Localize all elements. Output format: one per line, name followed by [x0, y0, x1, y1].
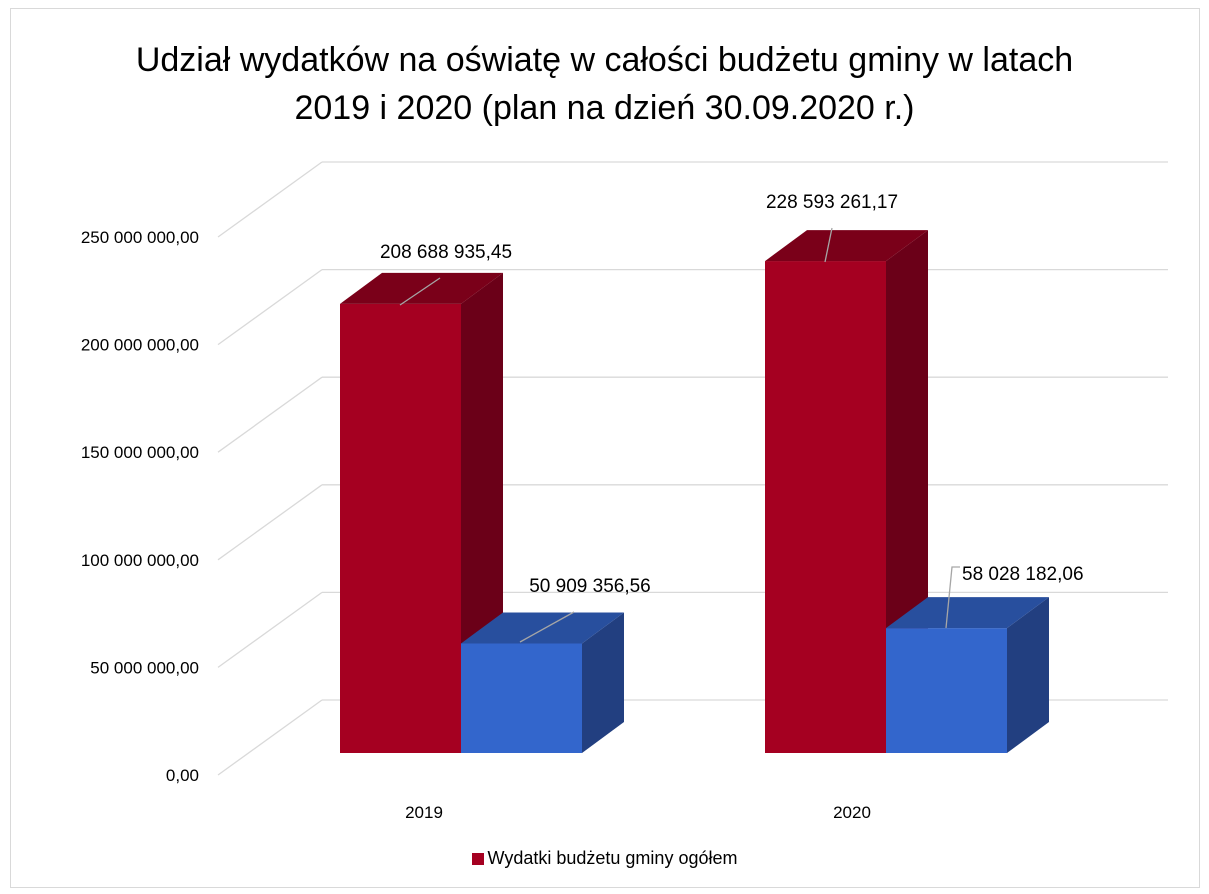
bar-front-s0-2020 — [765, 261, 886, 753]
gridline-diagonal-5 — [217, 161, 323, 238]
leader-line-s0-2020 — [824, 227, 833, 263]
y-tick-label-1: 50 000 000,00 — [90, 658, 199, 677]
bar-front-s1-2019 — [461, 643, 582, 753]
chart-title: Udział wydatków na oświatę w całości bud… — [0, 36, 1209, 132]
leader-line-s1-2019 — [519, 611, 575, 643]
bar-top-s0-2019 — [340, 272, 503, 304]
gridline-diagonal-4 — [217, 269, 323, 346]
data-label-s1-2020: 58 028 182,06 — [962, 564, 1084, 585]
chart-title-line-2: 2019 i 2020 (plan na dzień 30.09.2020 r.… — [294, 89, 915, 127]
y-tick-label-0: 0,00 — [166, 766, 199, 785]
bar-front-s0-2019 — [340, 303, 461, 753]
bar-side-s1-2020 — [1007, 597, 1049, 753]
leader-line-s1-2020 — [945, 566, 960, 629]
legend: Wydatki budżetu gminy ogółem — [0, 848, 1209, 868]
gridline-diagonal-3 — [217, 376, 323, 453]
legend-swatch — [471, 853, 484, 865]
leader-line-s0-2019 — [399, 277, 441, 306]
y-tick-label-4: 200 000 000,00 — [81, 336, 199, 355]
x-tick-label-2020: 2020 — [833, 803, 871, 822]
bar-top-s1-2019 — [461, 612, 624, 644]
bar-top-s0-2020 — [765, 230, 928, 262]
y-tick-label-2: 100 000 000,00 — [81, 551, 199, 570]
bar-front-s1-2020 — [886, 628, 1007, 753]
x-tick-label-2019: 2019 — [405, 803, 443, 822]
gridline-diagonal-2 — [217, 484, 323, 561]
legend-label: Wydatki budżetu gminy ogółem — [487, 848, 738, 868]
y-tick-label-5: 250 000 000,00 — [81, 228, 199, 247]
data-label-s0-2019: 208 688 935,45 — [380, 242, 512, 263]
data-label-s1-2019: 50 909 356,56 — [529, 576, 651, 597]
chart-title-line-1: Udział wydatków na oświatę w całości bud… — [135, 41, 1074, 79]
bar-top-s1-2020 — [886, 597, 1049, 629]
gridline-diagonal-0 — [217, 699, 323, 776]
y-tick-label-3: 150 000 000,00 — [81, 443, 199, 462]
gridline-diagonal-1 — [217, 591, 323, 668]
bar-side-s1-2019 — [582, 612, 624, 753]
data-label-s0-2020: 228 593 261,17 — [766, 192, 898, 213]
